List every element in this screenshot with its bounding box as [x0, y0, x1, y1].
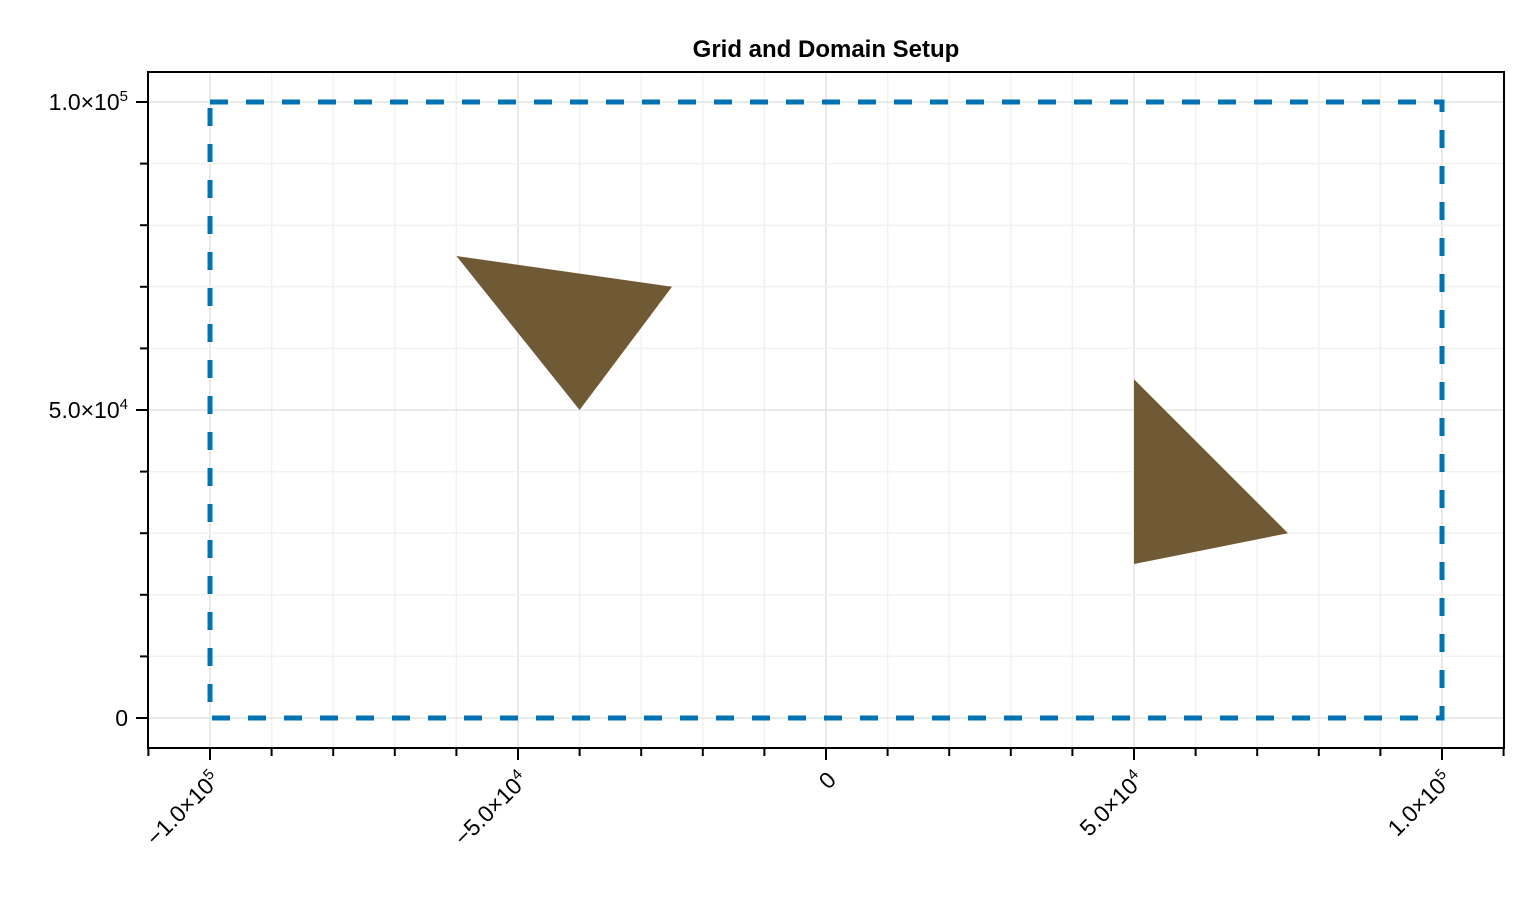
y-tick-label: 0 — [115, 705, 128, 731]
y-tick-label: 1.0×105 — [49, 88, 128, 115]
polygons — [456, 256, 1288, 564]
y-axis: 0 5.0×104 1.0×105 — [49, 88, 148, 731]
grid-lines — [148, 72, 1504, 748]
y-tick-label: 5.0×104 — [49, 396, 128, 423]
chart-title: Grid and Domain Setup — [693, 36, 960, 63]
domain-boundary — [207, 99, 1445, 721]
x-tick-label: 5.0×104 — [1074, 766, 1149, 841]
x-axis: −1.0×105 −5.0×104 0 5.0×104 1.0×105 — [140, 748, 1505, 851]
triangle-1 — [456, 256, 672, 410]
x-tick-label: −1.0×105 — [140, 766, 225, 851]
x-tick-label: −5.0×104 — [448, 766, 533, 851]
triangle-2 — [1134, 379, 1288, 564]
x-tick-label: 0 — [813, 767, 840, 794]
x-tick-label: 1.0×105 — [1382, 766, 1457, 841]
